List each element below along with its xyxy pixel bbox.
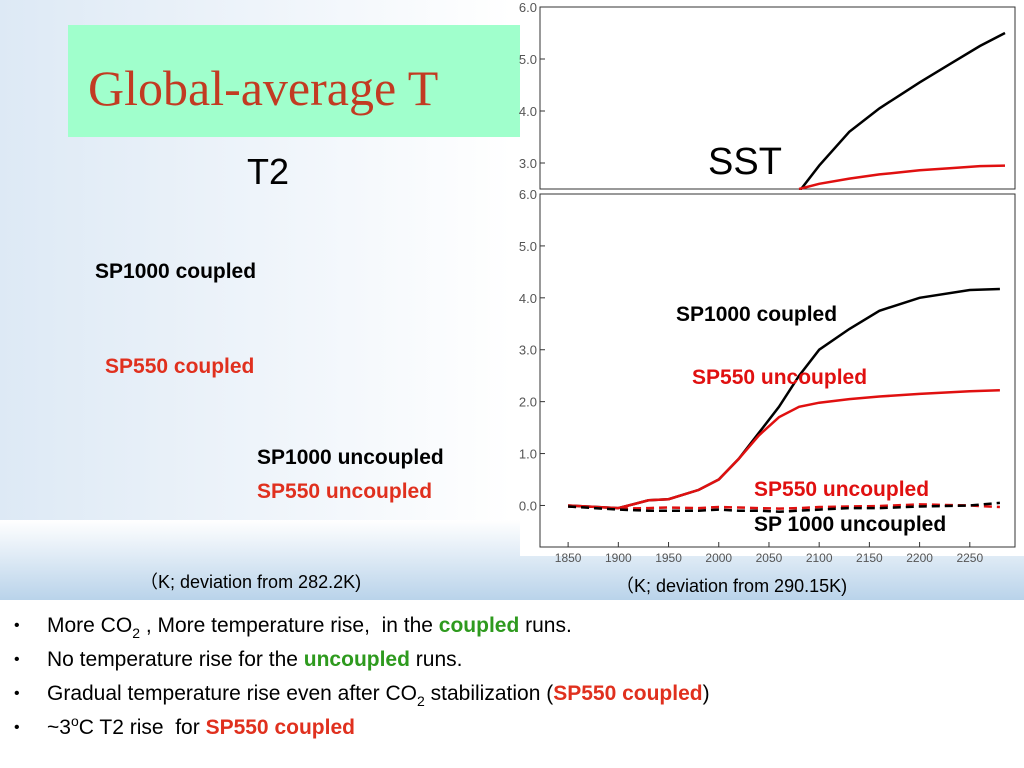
x-tick-label: 2200 xyxy=(906,551,933,565)
bullet-text: Gradual temperature rise even after CO2 … xyxy=(47,682,710,709)
text-run: coupled xyxy=(439,614,520,637)
text-run: No temperature rise for the xyxy=(47,648,304,671)
x-tick-label: 1850 xyxy=(555,551,582,565)
text-run: Gradual temperature rise even after CO xyxy=(47,682,417,705)
series-label: SP550 uncoupled xyxy=(692,366,867,389)
text-run: runs. xyxy=(410,648,463,671)
text-run: uncoupled xyxy=(304,648,410,671)
y-tick-label: 3.0 xyxy=(519,343,537,358)
text-run: , More temperature rise, in the xyxy=(140,614,439,637)
y-tick-label: 6.0 xyxy=(519,187,537,202)
text-run: stabilization ( xyxy=(425,682,553,705)
bullet-area xyxy=(0,600,1024,768)
series-label: SP1000 coupled xyxy=(95,260,256,283)
y-tick-label: 6.0 xyxy=(519,0,537,15)
series-label: SP1000 coupled xyxy=(676,303,837,326)
charts: 3.0 4.0 5.0 6.0 SST 0.0 1.0 2.0 3.0 4.0 5.0 6.0 1850… xyxy=(519,0,1024,596)
text-run: C T2 rise for xyxy=(79,716,206,739)
text-run: 2 xyxy=(132,625,140,641)
y-tick-label: 5.0 xyxy=(519,239,537,254)
title-box xyxy=(68,25,528,137)
bullet-text: No temperature rise for the uncoupled ru… xyxy=(47,648,462,671)
text-run: ) xyxy=(703,682,710,705)
chart-label: SST xyxy=(708,141,782,183)
x-tick-label: 1900 xyxy=(605,551,632,565)
y-tick-label: 0.0 xyxy=(519,498,537,513)
slide-title: Global-average T xyxy=(88,60,438,116)
bullet-marker: • xyxy=(14,617,20,634)
text-run: SP550 coupled xyxy=(553,682,702,705)
series-label: SP 1000 uncoupled xyxy=(754,513,946,536)
text-run: SP550 coupled xyxy=(206,716,355,739)
series-line xyxy=(798,31,1006,193)
y-tick-label: 3.0 xyxy=(519,156,537,171)
x-tick-label: 2150 xyxy=(856,551,883,565)
x-tick-label: 2100 xyxy=(806,551,833,565)
unit-label: （K; deviation from 282.2K) xyxy=(140,572,361,592)
text-run: o xyxy=(71,713,79,729)
bullet-text: More CO2 , More temperature rise, in the… xyxy=(47,614,572,641)
y-tick-label: 1.0 xyxy=(519,447,537,462)
bullet-marker: • xyxy=(14,719,20,736)
unit-label: （K; deviation from 290.15K) xyxy=(616,576,847,596)
series-line xyxy=(568,503,1000,510)
series-label: SP550 uncoupled xyxy=(257,480,432,503)
text-run: runs. xyxy=(519,614,572,637)
series-label: SP550 coupled xyxy=(105,355,254,378)
t2-heading: T2 xyxy=(247,151,289,192)
y-tick-label: 4.0 xyxy=(519,291,537,306)
series-line xyxy=(798,164,1006,191)
chart-background xyxy=(520,0,1024,190)
y-tick-label: 5.0 xyxy=(519,52,537,67)
bullet-text: ~3oC T2 rise for SP550 coupled xyxy=(47,713,355,739)
x-tick-label: 2050 xyxy=(756,551,783,565)
text-run: More CO xyxy=(47,614,132,637)
bullet-marker: • xyxy=(14,651,20,668)
y-tick-label: 2.0 xyxy=(519,395,537,410)
chart-background xyxy=(520,190,1024,556)
series-label: SP1000 uncoupled xyxy=(257,446,444,469)
x-tick-label: 2250 xyxy=(956,551,983,565)
x-tick-label: 2000 xyxy=(705,551,732,565)
text-run: ~3 xyxy=(47,716,71,739)
bullets: • More CO2 , More temperature rise, in th… xyxy=(14,614,710,739)
bullet-marker: • xyxy=(14,685,20,702)
plot-frame xyxy=(539,6,1016,190)
series-line xyxy=(568,501,1001,513)
series-label: SP550 uncoupled xyxy=(754,478,929,501)
plot-frame xyxy=(539,193,1016,548)
text-run: 2 xyxy=(417,693,425,709)
series-line xyxy=(568,388,1000,510)
x-tick-label: 1950 xyxy=(655,551,682,565)
y-tick-label: 4.0 xyxy=(519,104,537,119)
